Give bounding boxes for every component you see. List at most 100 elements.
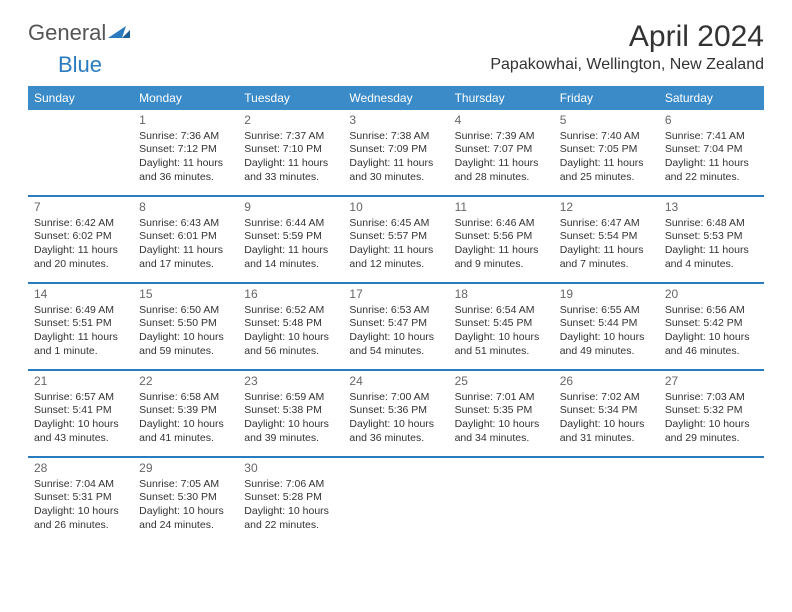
day-number: 6 xyxy=(665,113,758,129)
cell-daylight1: Daylight: 10 hours xyxy=(244,505,337,519)
calendar-cell: 9Sunrise: 6:44 AMSunset: 5:59 PMDaylight… xyxy=(238,196,343,283)
cell-daylight1: Daylight: 10 hours xyxy=(560,418,653,432)
cell-daylight1: Daylight: 11 hours xyxy=(455,157,548,171)
cell-daylight1: Daylight: 11 hours xyxy=(455,244,548,258)
day-header: Thursday xyxy=(449,86,554,110)
cell-sunrise: Sunrise: 6:59 AM xyxy=(244,391,337,405)
cell-sunset: Sunset: 7:07 PM xyxy=(455,143,548,157)
cell-sunrise: Sunrise: 6:43 AM xyxy=(139,217,232,231)
day-number: 7 xyxy=(34,200,127,216)
location-subtitle: Papakowhai, Wellington, New Zealand xyxy=(490,56,764,74)
calendar-cell: 27Sunrise: 7:03 AMSunset: 5:32 PMDayligh… xyxy=(659,370,764,457)
cell-sunrise: Sunrise: 6:52 AM xyxy=(244,304,337,318)
cell-sunrise: Sunrise: 7:38 AM xyxy=(349,130,442,144)
cell-sunrise: Sunrise: 7:04 AM xyxy=(34,478,127,492)
day-number: 22 xyxy=(139,374,232,390)
logo-flag-icon xyxy=(108,24,130,42)
cell-daylight2: and 49 minutes. xyxy=(560,345,653,359)
cell-daylight1: Daylight: 10 hours xyxy=(455,331,548,345)
cell-sunset: Sunset: 7:12 PM xyxy=(139,143,232,157)
cell-sunset: Sunset: 5:50 PM xyxy=(139,317,232,331)
day-number: 21 xyxy=(34,374,127,390)
cell-daylight1: Daylight: 10 hours xyxy=(244,331,337,345)
cell-daylight2: and 46 minutes. xyxy=(665,345,758,359)
calendar-cell: 11Sunrise: 6:46 AMSunset: 5:56 PMDayligh… xyxy=(449,196,554,283)
cell-daylight2: and 22 minutes. xyxy=(665,171,758,185)
day-number: 4 xyxy=(455,113,548,129)
cell-daylight2: and 36 minutes. xyxy=(349,432,442,446)
cell-sunset: Sunset: 5:34 PM xyxy=(560,404,653,418)
cell-sunset: Sunset: 6:01 PM xyxy=(139,230,232,244)
calendar-row: 28Sunrise: 7:04 AMSunset: 5:31 PMDayligh… xyxy=(28,457,764,543)
cell-daylight1: Daylight: 10 hours xyxy=(349,331,442,345)
cell-sunset: Sunset: 7:04 PM xyxy=(665,143,758,157)
cell-sunset: Sunset: 5:47 PM xyxy=(349,317,442,331)
cell-daylight1: Daylight: 11 hours xyxy=(560,157,653,171)
cell-daylight2: and 14 minutes. xyxy=(244,258,337,272)
cell-sunrise: Sunrise: 6:44 AM xyxy=(244,217,337,231)
cell-sunrise: Sunrise: 6:57 AM xyxy=(34,391,127,405)
calendar-cell: 14Sunrise: 6:49 AMSunset: 5:51 PMDayligh… xyxy=(28,283,133,370)
cell-daylight2: and 24 minutes. xyxy=(139,519,232,533)
calendar-row: 14Sunrise: 6:49 AMSunset: 5:51 PMDayligh… xyxy=(28,283,764,370)
cell-sunset: Sunset: 7:09 PM xyxy=(349,143,442,157)
cell-daylight1: Daylight: 10 hours xyxy=(665,418,758,432)
cell-daylight2: and 51 minutes. xyxy=(455,345,548,359)
day-number: 29 xyxy=(139,461,232,477)
calendar-cell: 15Sunrise: 6:50 AMSunset: 5:50 PMDayligh… xyxy=(133,283,238,370)
cell-sunrise: Sunrise: 6:53 AM xyxy=(349,304,442,318)
cell-sunset: Sunset: 5:51 PM xyxy=(34,317,127,331)
cell-daylight2: and 39 minutes. xyxy=(244,432,337,446)
cell-sunrise: Sunrise: 7:41 AM xyxy=(665,130,758,144)
cell-sunset: Sunset: 5:45 PM xyxy=(455,317,548,331)
cell-daylight1: Daylight: 11 hours xyxy=(665,157,758,171)
cell-sunset: Sunset: 5:48 PM xyxy=(244,317,337,331)
calendar-cell: 5Sunrise: 7:40 AMSunset: 7:05 PMDaylight… xyxy=(554,110,659,196)
day-header: Monday xyxy=(133,86,238,110)
day-number: 18 xyxy=(455,287,548,303)
cell-sunrise: Sunrise: 6:45 AM xyxy=(349,217,442,231)
cell-sunset: Sunset: 5:30 PM xyxy=(139,491,232,505)
cell-sunset: Sunset: 5:32 PM xyxy=(665,404,758,418)
cell-sunrise: Sunrise: 6:50 AM xyxy=(139,304,232,318)
calendar-cell: 28Sunrise: 7:04 AMSunset: 5:31 PMDayligh… xyxy=(28,457,133,543)
day-number: 10 xyxy=(349,200,442,216)
cell-daylight2: and 1 minute. xyxy=(34,345,127,359)
cell-sunset: Sunset: 5:38 PM xyxy=(244,404,337,418)
cell-sunrise: Sunrise: 6:56 AM xyxy=(665,304,758,318)
day-number: 15 xyxy=(139,287,232,303)
cell-daylight2: and 4 minutes. xyxy=(665,258,758,272)
cell-daylight2: and 28 minutes. xyxy=(455,171,548,185)
cell-sunrise: Sunrise: 6:48 AM xyxy=(665,217,758,231)
cell-sunset: Sunset: 6:02 PM xyxy=(34,230,127,244)
cell-daylight1: Daylight: 11 hours xyxy=(244,157,337,171)
day-number: 12 xyxy=(560,200,653,216)
cell-sunrise: Sunrise: 6:58 AM xyxy=(139,391,232,405)
day-number: 11 xyxy=(455,200,548,216)
cell-sunrise: Sunrise: 7:01 AM xyxy=(455,391,548,405)
day-number: 25 xyxy=(455,374,548,390)
cell-daylight1: Daylight: 11 hours xyxy=(34,244,127,258)
cell-sunrise: Sunrise: 7:06 AM xyxy=(244,478,337,492)
cell-daylight2: and 34 minutes. xyxy=(455,432,548,446)
calendar-row: 7Sunrise: 6:42 AMSunset: 6:02 PMDaylight… xyxy=(28,196,764,283)
day-number: 20 xyxy=(665,287,758,303)
cell-daylight1: Daylight: 11 hours xyxy=(139,244,232,258)
cell-daylight1: Daylight: 10 hours xyxy=(34,505,127,519)
cell-daylight2: and 9 minutes. xyxy=(455,258,548,272)
logo-text-general: General xyxy=(28,20,106,46)
day-number: 27 xyxy=(665,374,758,390)
cell-sunset: Sunset: 5:53 PM xyxy=(665,230,758,244)
calendar-cell: 1Sunrise: 7:36 AMSunset: 7:12 PMDaylight… xyxy=(133,110,238,196)
cell-sunset: Sunset: 5:36 PM xyxy=(349,404,442,418)
cell-daylight2: and 12 minutes. xyxy=(349,258,442,272)
calendar-cell xyxy=(28,110,133,196)
cell-daylight1: Daylight: 11 hours xyxy=(560,244,653,258)
cell-sunset: Sunset: 5:39 PM xyxy=(139,404,232,418)
cell-sunset: Sunset: 5:54 PM xyxy=(560,230,653,244)
cell-daylight2: and 54 minutes. xyxy=(349,345,442,359)
cell-sunrise: Sunrise: 7:00 AM xyxy=(349,391,442,405)
cell-daylight1: Daylight: 10 hours xyxy=(139,505,232,519)
title-block: April 2024 Papakowhai, Wellington, New Z… xyxy=(490,20,764,74)
cell-daylight2: and 20 minutes. xyxy=(34,258,127,272)
